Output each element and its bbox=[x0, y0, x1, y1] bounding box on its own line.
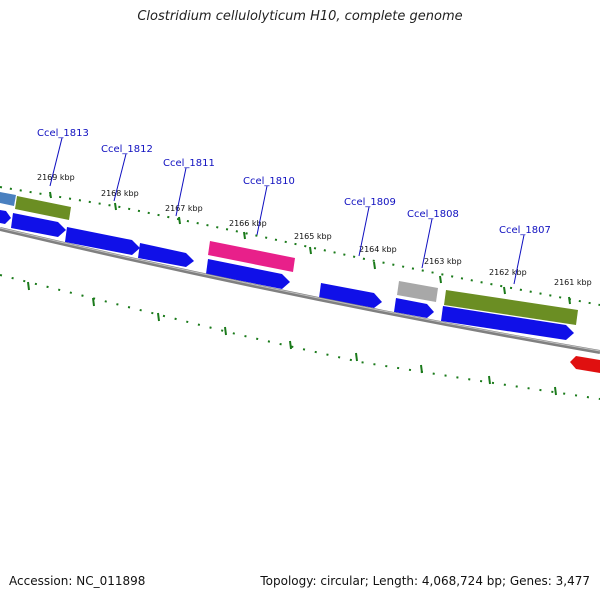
tick-label: 2169 kbp bbox=[37, 173, 75, 182]
feature-track bbox=[0, 192, 578, 325]
feature-steel[interactable] bbox=[0, 192, 16, 206]
tick-mark bbox=[49, 191, 52, 199]
tick-mark bbox=[27, 281, 30, 291]
gene-label-ccel-1811[interactable]: Ccel_1811 bbox=[163, 158, 215, 169]
page-title: Clostridium cellulolyticum H10, complete… bbox=[137, 9, 463, 24]
tick-mark bbox=[554, 386, 557, 396]
cds-arrow[interactable] bbox=[65, 227, 140, 255]
tick-mark bbox=[224, 326, 227, 336]
tick-mark bbox=[420, 364, 423, 374]
tick-label: 2163 kbp bbox=[424, 257, 462, 266]
tick-label: 2168 kbp bbox=[101, 189, 139, 198]
tick-mark bbox=[355, 352, 358, 362]
genome-backbone bbox=[0, 227, 600, 354]
leader-line bbox=[421, 218, 433, 269]
feature-ccel-1807[interactable] bbox=[444, 290, 578, 325]
tick-label: 2166 kbp bbox=[229, 219, 267, 228]
gene-label-ccel-1809[interactable]: Ccel_1809 bbox=[344, 197, 396, 208]
gene-label-ccel-1812[interactable]: Ccel_1812 bbox=[101, 144, 153, 155]
cds-arrow[interactable] bbox=[319, 283, 382, 308]
tick-label: 2161 kbp bbox=[554, 278, 592, 287]
gene-label-ccel-1807[interactable]: Ccel_1807 bbox=[499, 225, 551, 236]
tick-mark bbox=[92, 297, 95, 307]
gene-label-ccel-1808[interactable]: Ccel_1808 bbox=[407, 209, 459, 220]
tick-label: 2167 kbp bbox=[165, 204, 203, 213]
leader-line bbox=[358, 206, 370, 257]
leader-line bbox=[513, 234, 525, 285]
accession-text: Accession: NC_011898 bbox=[9, 574, 146, 588]
leader-line bbox=[49, 137, 63, 187]
tick-mark bbox=[373, 261, 376, 270]
tick-mark bbox=[114, 202, 117, 211]
feature-ccel-1810[interactable] bbox=[208, 241, 295, 272]
leader-line bbox=[175, 167, 187, 217]
gene-label-ccel-1813[interactable]: Ccel_1813 bbox=[37, 128, 89, 139]
cds-track bbox=[0, 210, 574, 340]
cds-arrow[interactable] bbox=[206, 259, 290, 289]
tick-mark bbox=[439, 275, 442, 284]
tick-mark bbox=[309, 246, 312, 255]
tick-mark bbox=[289, 340, 292, 350]
genome-summary-text: Topology: circular; Length: 4,068,724 bp… bbox=[260, 574, 590, 588]
tick-label: 2164 kbp bbox=[359, 245, 397, 254]
leader-line bbox=[256, 185, 268, 236]
cds-arrow[interactable] bbox=[138, 243, 194, 267]
inner-major-ticks bbox=[27, 281, 557, 396]
gene-leader-lines bbox=[49, 137, 525, 285]
cds-arrow[interactable] bbox=[441, 306, 574, 340]
leader-line bbox=[113, 153, 127, 202]
outer-tick-ring bbox=[0, 186, 600, 306]
cds-arrow[interactable] bbox=[394, 298, 434, 318]
tick-mark bbox=[157, 312, 160, 322]
feature-red[interactable] bbox=[570, 356, 600, 373]
tick-mark bbox=[568, 296, 571, 305]
tick-mark bbox=[488, 375, 491, 385]
tick-mark bbox=[503, 286, 506, 295]
cds-arrow[interactable] bbox=[0, 210, 11, 224]
tick-label: 2165 kbp bbox=[294, 232, 332, 241]
tick-mark bbox=[243, 231, 246, 240]
cds-arrow[interactable] bbox=[11, 213, 66, 237]
feature-ccel-1808[interactable] bbox=[397, 281, 438, 302]
feature-ccel-1813[interactable] bbox=[15, 196, 71, 220]
tick-label: 2162 kbp bbox=[489, 268, 527, 277]
outer-major-ticks bbox=[49, 191, 571, 305]
gene-label-ccel-1810[interactable]: Ccel_1810 bbox=[243, 176, 295, 187]
tick-mark bbox=[178, 216, 181, 225]
